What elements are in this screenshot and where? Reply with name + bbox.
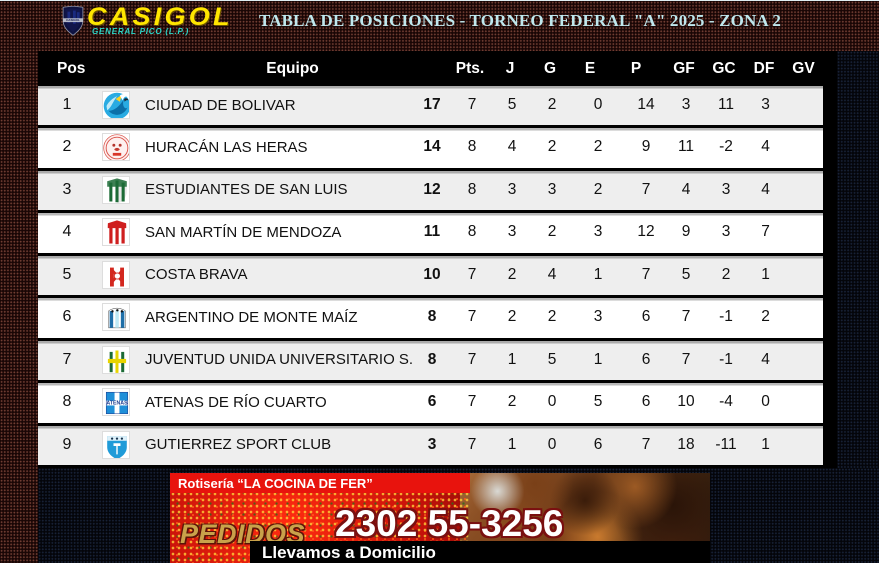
- svg-text:ATENAS: ATENAS: [106, 400, 128, 406]
- svg-text:CASIGOL: CASIGOL: [66, 18, 80, 22]
